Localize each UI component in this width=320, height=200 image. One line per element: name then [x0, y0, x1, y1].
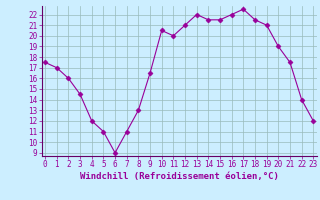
X-axis label: Windchill (Refroidissement éolien,°C): Windchill (Refroidissement éolien,°C)	[80, 172, 279, 181]
